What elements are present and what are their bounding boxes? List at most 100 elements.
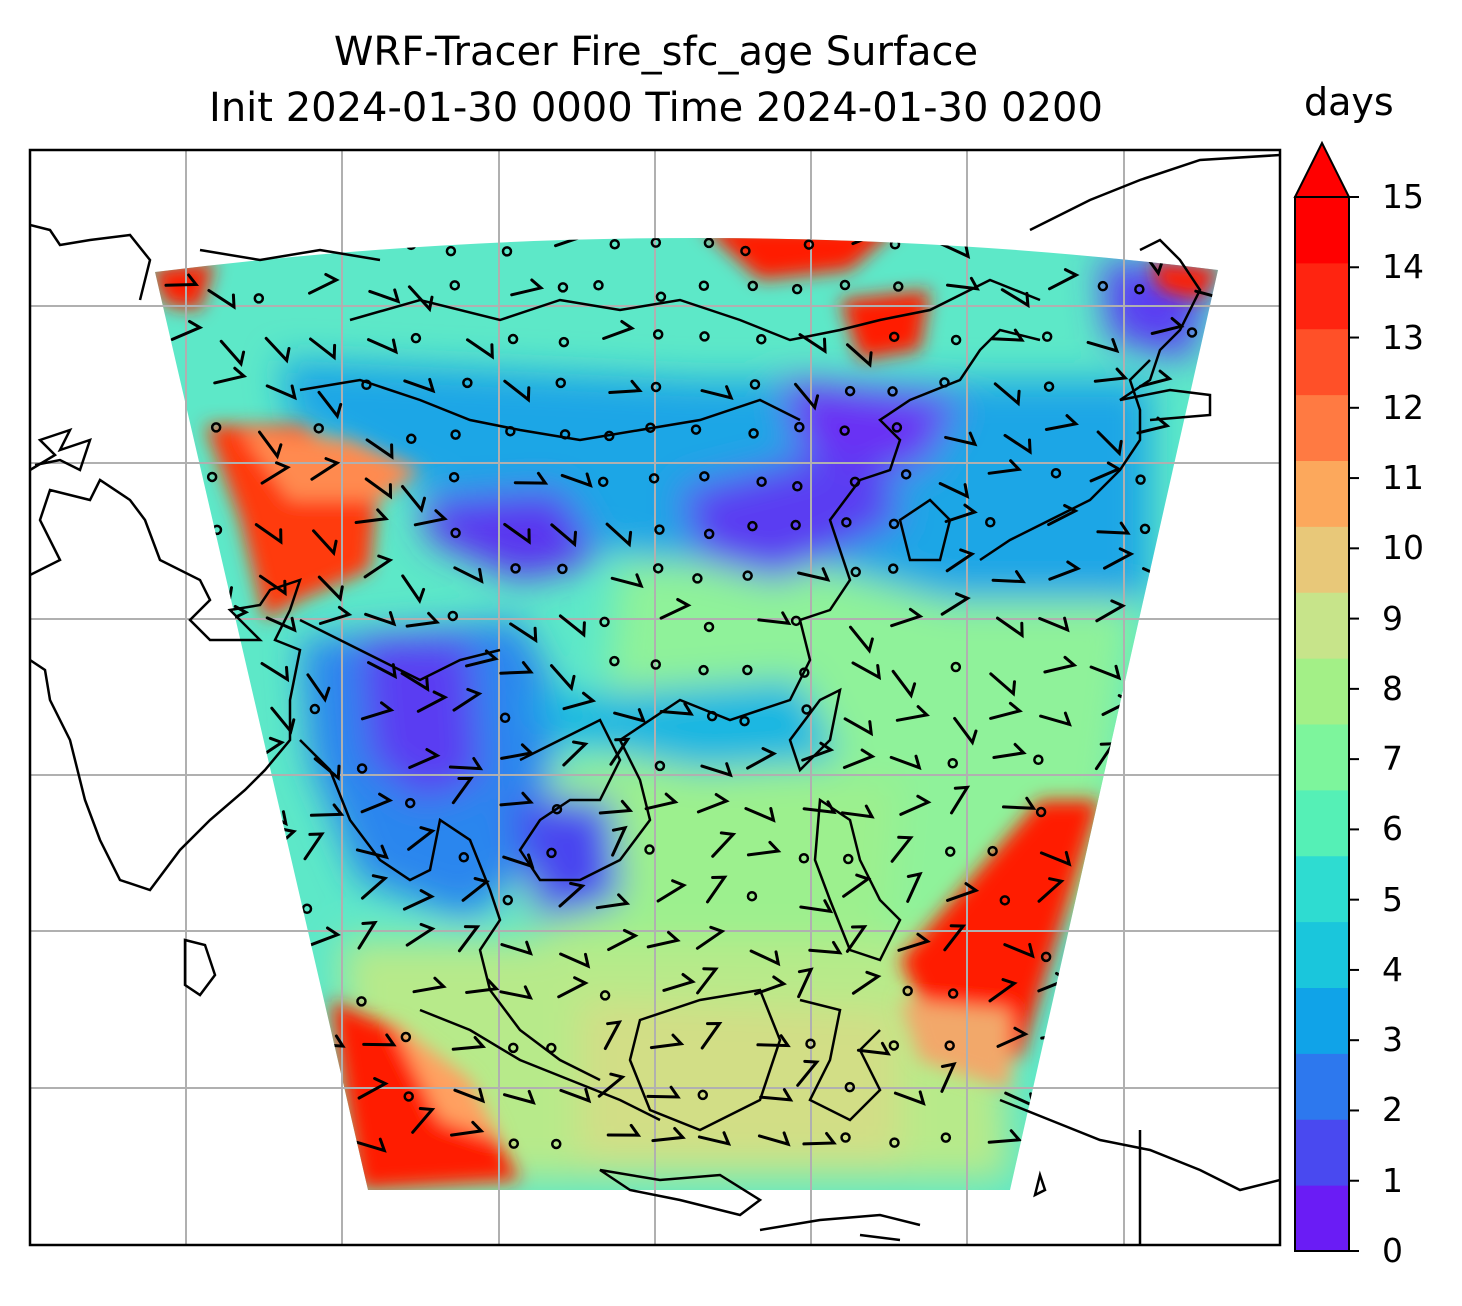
colorbar-outline bbox=[1294, 196, 1350, 1252]
calm-circle bbox=[690, 424, 702, 435]
wind-barb bbox=[367, 661, 398, 680]
wind-barb bbox=[856, 1041, 891, 1056]
calm-circle bbox=[206, 471, 218, 483]
wind-barb bbox=[362, 1033, 397, 1047]
calm-circle bbox=[648, 473, 660, 484]
calm-circle bbox=[557, 282, 569, 293]
coastlines bbox=[30, 153, 1280, 1245]
wind-barb bbox=[500, 940, 533, 956]
wind-barb bbox=[550, 523, 577, 548]
colorbar-tick-label: 4 bbox=[1382, 949, 1403, 989]
wind-barb bbox=[448, 757, 484, 771]
coast-srilanka bbox=[183, 938, 217, 997]
wind-barb bbox=[560, 472, 593, 488]
calm-circle bbox=[404, 797, 416, 809]
wind-barb bbox=[944, 503, 978, 523]
wind-barb bbox=[317, 575, 344, 602]
colorbar-tick-label: 2 bbox=[1382, 1090, 1403, 1130]
wind-barb bbox=[1089, 664, 1122, 681]
calm-circle bbox=[253, 293, 265, 304]
wind-barb bbox=[411, 1107, 436, 1134]
wind-barb bbox=[558, 881, 586, 908]
colorbar-tick-label: 5 bbox=[1382, 879, 1403, 919]
calm-circle bbox=[888, 331, 900, 343]
calm-circle bbox=[706, 710, 718, 722]
wind-barb bbox=[950, 785, 971, 815]
wind-barb bbox=[1047, 504, 1079, 527]
calm-circle bbox=[888, 518, 900, 530]
wind-barb bbox=[408, 748, 441, 769]
calm-circle bbox=[449, 280, 461, 291]
calm-circle bbox=[840, 1132, 851, 1143]
calm-circle bbox=[356, 763, 368, 774]
wind-barb bbox=[846, 343, 873, 368]
colorbar-tick-label: 8 bbox=[1382, 668, 1403, 708]
wind-barb bbox=[457, 925, 481, 953]
calm-circle bbox=[947, 757, 958, 769]
calm-circle bbox=[609, 655, 620, 667]
calm-circle bbox=[458, 852, 470, 863]
colorbar-block bbox=[1295, 1053, 1349, 1120]
calm-circle bbox=[850, 566, 861, 578]
wind-barb bbox=[557, 976, 589, 999]
coast-islet bbox=[1033, 1170, 1047, 1198]
calm-circle bbox=[309, 703, 321, 715]
wind-barb bbox=[500, 743, 535, 760]
wind-barb bbox=[802, 1132, 837, 1146]
wind-barb bbox=[996, 1026, 1029, 1048]
wind-barb bbox=[996, 616, 1024, 639]
calm-circle bbox=[1186, 327, 1198, 338]
wind-barb bbox=[595, 893, 631, 910]
wind-barb bbox=[258, 574, 287, 597]
field-purple-thailand bbox=[510, 800, 620, 920]
colorbar-block bbox=[1295, 592, 1349, 659]
wind-barb bbox=[796, 1059, 820, 1087]
calm-circle bbox=[650, 659, 662, 670]
wind-barb bbox=[405, 922, 436, 947]
coast-korea bbox=[898, 498, 952, 562]
calm-circle bbox=[655, 291, 667, 303]
calm-circle bbox=[551, 803, 563, 815]
wind-barb bbox=[597, 1072, 626, 1098]
wind-barb bbox=[502, 853, 535, 869]
wind-barb bbox=[312, 529, 338, 557]
wind-barb bbox=[170, 319, 204, 341]
wind-barb bbox=[759, 1088, 794, 1102]
wind-barb bbox=[306, 673, 331, 703]
colorbar-tick-label: 6 bbox=[1382, 809, 1403, 849]
wind-barb bbox=[842, 748, 876, 769]
wind-barb bbox=[651, 1127, 686, 1143]
wind-barb bbox=[659, 702, 694, 716]
coast-sumatra bbox=[419, 1008, 661, 1122]
colorbar-block bbox=[1295, 526, 1349, 593]
wind-barb bbox=[906, 871, 923, 903]
wind-barb bbox=[946, 276, 980, 291]
colorbar-tick-label: 10 bbox=[1382, 528, 1424, 568]
calm-circle bbox=[739, 715, 750, 727]
wind-barb bbox=[303, 832, 325, 861]
calm-circle bbox=[939, 377, 950, 388]
colorbar-units: days bbox=[1304, 80, 1394, 124]
calm-circle bbox=[703, 528, 715, 540]
wind-barb bbox=[1037, 877, 1065, 903]
calm-circle bbox=[599, 616, 610, 628]
calm-circle bbox=[947, 988, 959, 999]
wind-barb bbox=[416, 690, 449, 713]
calm-circle bbox=[448, 471, 460, 483]
calm-circle bbox=[508, 1138, 520, 1149]
coast-malay bbox=[299, 739, 601, 1082]
wind-barb bbox=[213, 366, 248, 385]
calm-circle bbox=[950, 334, 962, 346]
wind-barb bbox=[361, 874, 389, 900]
calm-circle bbox=[849, 476, 861, 488]
calm-circle bbox=[792, 481, 803, 492]
wind-barb bbox=[944, 431, 978, 447]
calm-circle bbox=[410, 332, 422, 344]
colorbar-block bbox=[1295, 328, 1349, 396]
wind-barb bbox=[562, 691, 597, 711]
calm-circle bbox=[698, 280, 710, 291]
wind-barb bbox=[602, 320, 636, 340]
wind-barb bbox=[513, 471, 549, 485]
calm-circle bbox=[799, 667, 810, 678]
wind-barb bbox=[412, 976, 447, 994]
